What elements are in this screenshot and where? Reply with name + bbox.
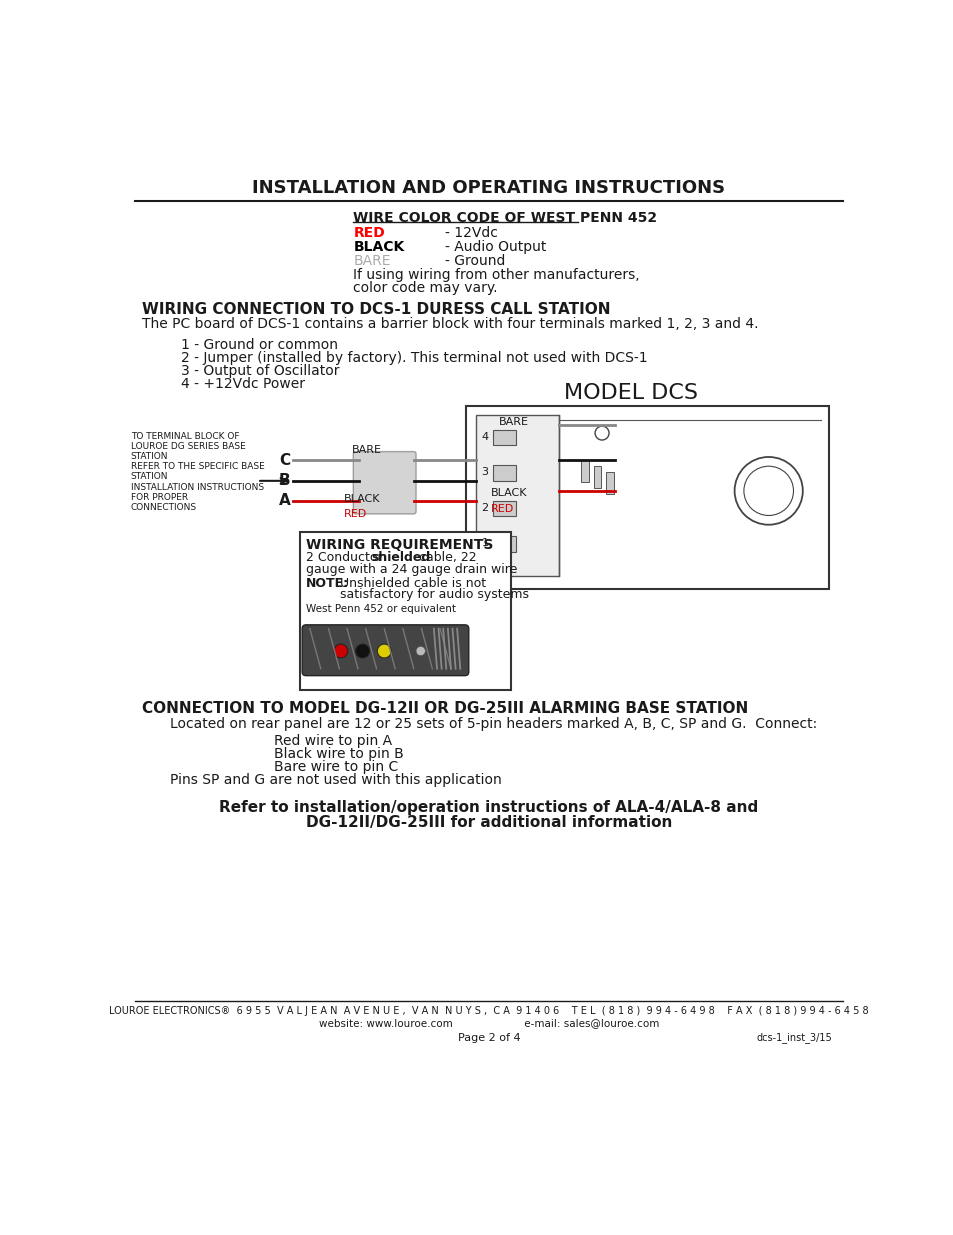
Text: B: B (278, 473, 290, 488)
Bar (493, 536, 516, 552)
Text: FOR PROPER: FOR PROPER (131, 493, 188, 501)
Text: INSTALLATION INSTRUCTIONS: INSTALLATION INSTRUCTIONS (131, 483, 264, 492)
Bar (593, 466, 600, 488)
Text: RED: RED (491, 504, 514, 514)
Text: 3 - Output of Oscillator: 3 - Output of Oscillator (181, 364, 339, 378)
Text: CONNECTION TO MODEL DG-12II OR DG-25III ALARMING BASE STATION: CONNECTION TO MODEL DG-12II OR DG-25III … (142, 701, 748, 716)
Text: DG-12II/DG-25III for additional information: DG-12II/DG-25III for additional informat… (305, 815, 672, 830)
Text: RED: RED (353, 226, 385, 240)
Text: - 12Vdc: - 12Vdc (444, 226, 497, 240)
Text: LOUROE ELECTRONICS®  6 9 5 5  V A L J E A N  A V E N U E ,  V A N  N U Y S ,  C : LOUROE ELECTRONICS® 6 9 5 5 V A L J E A … (109, 1005, 868, 1015)
Text: REFER TO THE SPECIFIC BASE: REFER TO THE SPECIFIC BASE (131, 462, 264, 472)
Text: Unshielded cable is not: Unshielded cable is not (340, 577, 486, 590)
Text: 4: 4 (481, 432, 488, 442)
Circle shape (416, 646, 425, 656)
Text: WIRING REQUIREMENTS: WIRING REQUIREMENTS (306, 537, 493, 552)
Text: BLACK: BLACK (491, 488, 527, 498)
Text: C: C (278, 452, 290, 468)
Text: BLACK: BLACK (353, 240, 404, 253)
Bar (493, 430, 516, 446)
Text: satisfactory for audio systems: satisfactory for audio systems (340, 588, 529, 600)
Text: WIRE COLOR CODE OF WEST PENN 452: WIRE COLOR CODE OF WEST PENN 452 (353, 210, 657, 225)
Text: 1 - Ground or common: 1 - Ground or common (181, 337, 338, 352)
Text: color code may vary.: color code may vary. (353, 280, 497, 295)
Bar (466, 406, 828, 589)
Text: STATION: STATION (131, 473, 168, 482)
Text: INSTALLATION AND OPERATING INSTRUCTIONS: INSTALLATION AND OPERATING INSTRUCTIONS (253, 179, 724, 198)
Bar (580, 461, 588, 482)
Text: 2 - Jumper (installed by factory). This terminal not used with DCS-1: 2 - Jumper (installed by factory). This … (181, 351, 647, 364)
Text: 2: 2 (481, 503, 488, 513)
Text: RED: RED (344, 509, 367, 519)
Bar (605, 472, 613, 494)
Text: BARE: BARE (353, 253, 391, 268)
Text: Page 2 of 4: Page 2 of 4 (457, 1032, 519, 1042)
Text: If using wiring from other manufacturers,: If using wiring from other manufacturers… (353, 268, 639, 283)
Text: NOTE:: NOTE: (306, 577, 349, 590)
Text: STATION: STATION (131, 452, 168, 462)
Circle shape (377, 645, 391, 658)
Text: 4 - +12Vdc Power: 4 - +12Vdc Power (181, 377, 305, 390)
Text: BARE: BARE (352, 445, 381, 454)
Text: TO TERMINAL BLOCK OF: TO TERMINAL BLOCK OF (131, 432, 239, 441)
FancyBboxPatch shape (353, 452, 416, 514)
Text: cable, 22: cable, 22 (415, 551, 476, 564)
Bar (493, 466, 516, 480)
Text: Black wire to pin B: Black wire to pin B (274, 747, 403, 761)
Text: BARE: BARE (498, 416, 529, 426)
Bar (476, 415, 558, 577)
Text: - Audio Output: - Audio Output (444, 240, 545, 253)
Text: 3: 3 (481, 467, 488, 478)
Text: The PC board of DCS-1 contains a barrier block with four terminals marked 1, 2, : The PC board of DCS-1 contains a barrier… (142, 316, 759, 331)
Text: Pins SP and G are not used with this application: Pins SP and G are not used with this app… (170, 773, 501, 788)
Text: Refer to installation/operation instructions of ALA-4/ALA-8 and: Refer to installation/operation instruct… (219, 800, 758, 815)
Bar (299, 531, 510, 689)
Text: 1: 1 (481, 538, 488, 548)
Text: Red wire to pin A: Red wire to pin A (274, 734, 392, 748)
Text: shielded: shielded (371, 551, 430, 564)
Text: dcs-1_inst_3/15: dcs-1_inst_3/15 (756, 1032, 831, 1044)
Text: 2 Conductor: 2 Conductor (306, 551, 386, 564)
Text: Located on rear panel are 12 or 25 sets of 5-pin headers marked A, B, C, SP and : Located on rear panel are 12 or 25 sets … (170, 718, 816, 731)
Text: website: www.louroe.com                      e-mail: sales@louroe.com: website: www.louroe.com e-mail: sales@lo… (318, 1018, 659, 1028)
Circle shape (334, 645, 348, 658)
Text: BLACK: BLACK (344, 494, 380, 504)
Text: LOUROE DG SERIES BASE: LOUROE DG SERIES BASE (131, 442, 245, 452)
Text: West Penn 452 or equivalent: West Penn 452 or equivalent (306, 604, 456, 614)
Text: Bare wire to pin C: Bare wire to pin C (274, 761, 398, 774)
Text: - Ground: - Ground (444, 253, 504, 268)
Text: MODEL DCS: MODEL DCS (563, 383, 697, 403)
Bar (493, 501, 516, 516)
Text: CONNECTIONS: CONNECTIONS (131, 503, 196, 511)
Circle shape (355, 645, 369, 658)
Text: A: A (278, 493, 290, 509)
Text: gauge with a 24 gauge drain wire: gauge with a 24 gauge drain wire (306, 563, 517, 576)
FancyBboxPatch shape (302, 625, 468, 676)
Text: WIRING CONNECTION TO DCS-1 DURESS CALL STATION: WIRING CONNECTION TO DCS-1 DURESS CALL S… (142, 303, 610, 317)
